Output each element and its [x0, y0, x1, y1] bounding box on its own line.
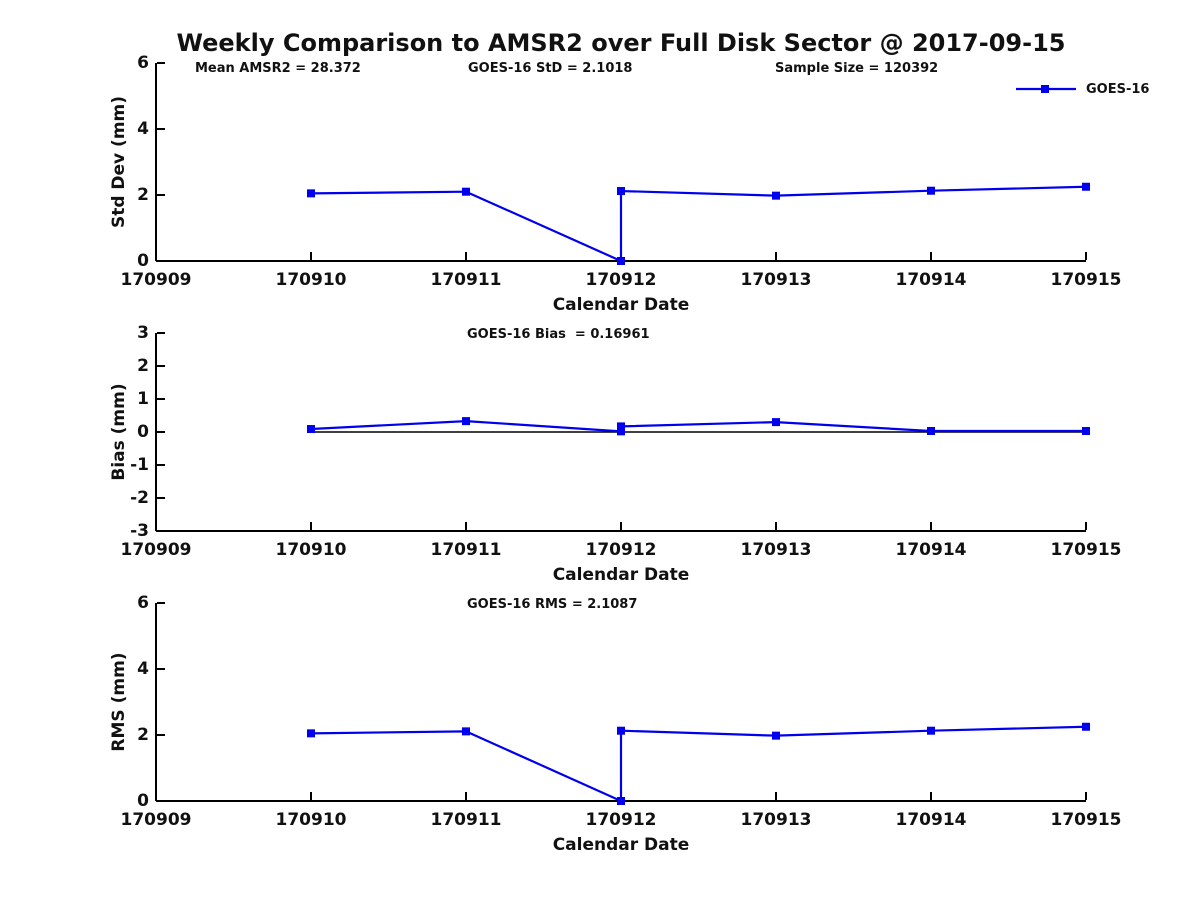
x-tick-label: 170914 — [895, 270, 967, 290]
y-tick-label: -1 — [130, 455, 149, 475]
data-point-marker — [617, 187, 625, 196]
data-point-marker — [617, 726, 625, 735]
data-point-marker — [772, 418, 780, 427]
data-point-marker — [772, 191, 780, 200]
y-tick-label: 4 — [137, 119, 149, 139]
subtitle-bias: GOES-16 Bias = 0.16961 — [467, 327, 650, 342]
y-tick-label: -2 — [130, 488, 149, 508]
data-point-marker — [617, 422, 625, 431]
x-axis-label-2: Calendar Date — [552, 565, 690, 585]
y-tick-label: 2 — [137, 725, 149, 745]
x-tick-label: 170911 — [430, 540, 502, 560]
data-point-marker — [927, 186, 935, 195]
x-tick-label: 170913 — [740, 540, 812, 560]
y-tick-label: 0 — [137, 422, 149, 442]
x-tick-label: 170912 — [585, 270, 657, 290]
y-tick-label: 2 — [137, 356, 149, 376]
y-axis-label-std-dev: Std Dev (mm) — [109, 95, 129, 229]
y-tick-label: 3 — [137, 323, 149, 343]
y-tick-label: 0 — [137, 791, 149, 811]
series-line — [310, 420, 1086, 433]
y-tick-label: -3 — [130, 521, 149, 541]
x-tick-label: 170915 — [1050, 810, 1122, 830]
x-axis-label-1: Calendar Date — [552, 295, 690, 315]
data-point-marker — [1082, 182, 1090, 191]
x-tick-label: 170914 — [895, 540, 967, 560]
x-tick-label: 170910 — [275, 810, 347, 830]
series-line — [310, 185, 1087, 263]
data-point-marker — [307, 729, 315, 738]
legend-label: GOES-16 — [1086, 82, 1150, 97]
stat-goes16-std: GOES-16 StD = 2.1018 — [468, 61, 633, 76]
data-point-marker — [772, 731, 780, 740]
data-point-marker — [462, 727, 470, 736]
y-tick-label: 6 — [137, 53, 149, 73]
y-axis-label-rms: RMS (mm) — [109, 652, 129, 752]
y-tick-label: 2 — [137, 185, 149, 205]
x-tick-label: 170915 — [1050, 270, 1122, 290]
x-tick-label: 170915 — [1050, 540, 1122, 560]
legend-marker-icon — [1041, 85, 1049, 93]
x-tick-label: 170910 — [275, 270, 347, 290]
data-point-marker — [617, 427, 625, 436]
y-tick-label: 1 — [137, 389, 149, 409]
x-tick-label: 170914 — [895, 810, 967, 830]
data-point-marker — [462, 417, 470, 426]
stat-mean-amsr2: Mean AMSR2 = 28.372 — [195, 61, 361, 76]
x-tick-label: 170913 — [740, 270, 812, 290]
x-tick-label: 170910 — [275, 540, 347, 560]
x-tick-label: 170909 — [120, 270, 192, 290]
subtitle-rms: GOES-16 RMS = 2.1087 — [467, 597, 638, 612]
x-tick-label: 170912 — [585, 540, 657, 560]
x-tick-label: 170911 — [430, 270, 502, 290]
series-line — [310, 725, 1087, 803]
data-point-marker — [1082, 427, 1090, 436]
x-axis-label-3: Calendar Date — [552, 835, 690, 855]
data-point-marker — [617, 797, 625, 805]
data-point-marker — [927, 427, 935, 436]
data-point-marker — [617, 257, 625, 265]
y-tick-label: 6 — [137, 593, 149, 613]
x-tick-label: 170909 — [120, 810, 192, 830]
x-tick-label: 170909 — [120, 540, 192, 560]
x-tick-label: 170913 — [740, 810, 812, 830]
data-point-marker — [462, 187, 470, 196]
x-tick-label: 170912 — [585, 810, 657, 830]
y-tick-label: 0 — [137, 251, 149, 271]
data-point-marker — [307, 425, 315, 434]
figure-title: Weekly Comparison to AMSR2 over Full Dis… — [176, 29, 1066, 57]
y-tick-label: 4 — [137, 659, 149, 679]
data-point-marker — [307, 189, 315, 198]
data-point-marker — [927, 726, 935, 735]
data-point-marker — [1082, 722, 1090, 731]
stat-sample-size: Sample Size = 120392 — [775, 61, 939, 76]
x-tick-label: 170911 — [430, 810, 502, 830]
